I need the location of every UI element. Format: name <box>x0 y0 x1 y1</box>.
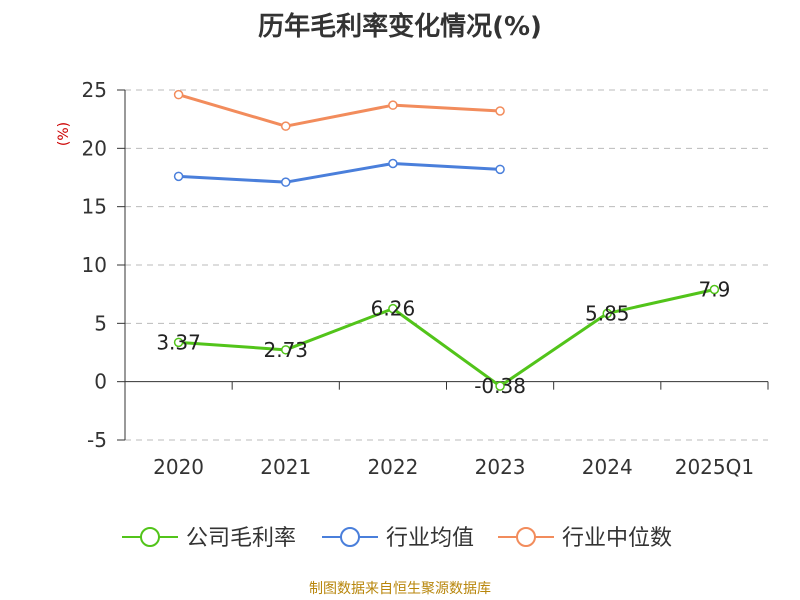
data-point <box>388 100 398 110</box>
y-tick-label: 20 <box>82 136 107 160</box>
chart-title: 历年毛利率变化情况(%) <box>258 12 542 42</box>
legend-label: 行业中位数 <box>562 526 672 551</box>
y-tick-label: 25 <box>82 78 107 102</box>
data-point <box>173 171 184 182</box>
x-tick-label: 2020 <box>153 455 204 479</box>
x-tick-label: 2021 <box>260 455 311 479</box>
data-point <box>495 164 505 175</box>
data-point <box>388 158 398 169</box>
data-label: -0.38 <box>474 374 526 398</box>
data-point <box>281 177 291 187</box>
legend-marker <box>340 527 360 547</box>
source-note: 制图数据来自恒生聚源数据库 <box>309 581 491 597</box>
data-point <box>281 345 291 355</box>
legend-marker <box>140 527 160 547</box>
data-point <box>388 303 398 314</box>
data-point <box>709 284 720 295</box>
series-line-1 <box>178 288 715 388</box>
data-label: 3.37 <box>156 330 201 354</box>
legend-label: 公司毛利率 <box>186 526 296 551</box>
data-point <box>495 106 505 116</box>
data-point <box>173 337 184 348</box>
y-tick-label: 5 <box>94 311 107 335</box>
x-tick-label: 2022 <box>367 455 418 479</box>
legend-label: 行业均值 <box>386 526 474 551</box>
series-line-3 <box>178 93 501 128</box>
y-tick-label: 10 <box>82 253 107 277</box>
data-point <box>173 89 184 100</box>
data-point <box>281 121 291 131</box>
x-tick-label: 2024 <box>582 455 633 479</box>
data-label: 6.26 <box>371 297 416 321</box>
y-tick-label: 15 <box>82 195 107 219</box>
x-tick-label: 2025Q1 <box>675 455 754 479</box>
data-label: 5.85 <box>585 301 630 325</box>
data-label: 7.9 <box>699 278 731 302</box>
y-tick-label: -5 <box>87 428 107 452</box>
series-line-2 <box>178 162 501 184</box>
data-label: 2.73 <box>263 338 308 362</box>
data-point <box>602 308 612 319</box>
x-tick-label: 2023 <box>475 455 526 479</box>
data-point <box>495 381 505 391</box>
legend-marker <box>516 527 536 547</box>
y-tick-label: 0 <box>94 370 107 394</box>
